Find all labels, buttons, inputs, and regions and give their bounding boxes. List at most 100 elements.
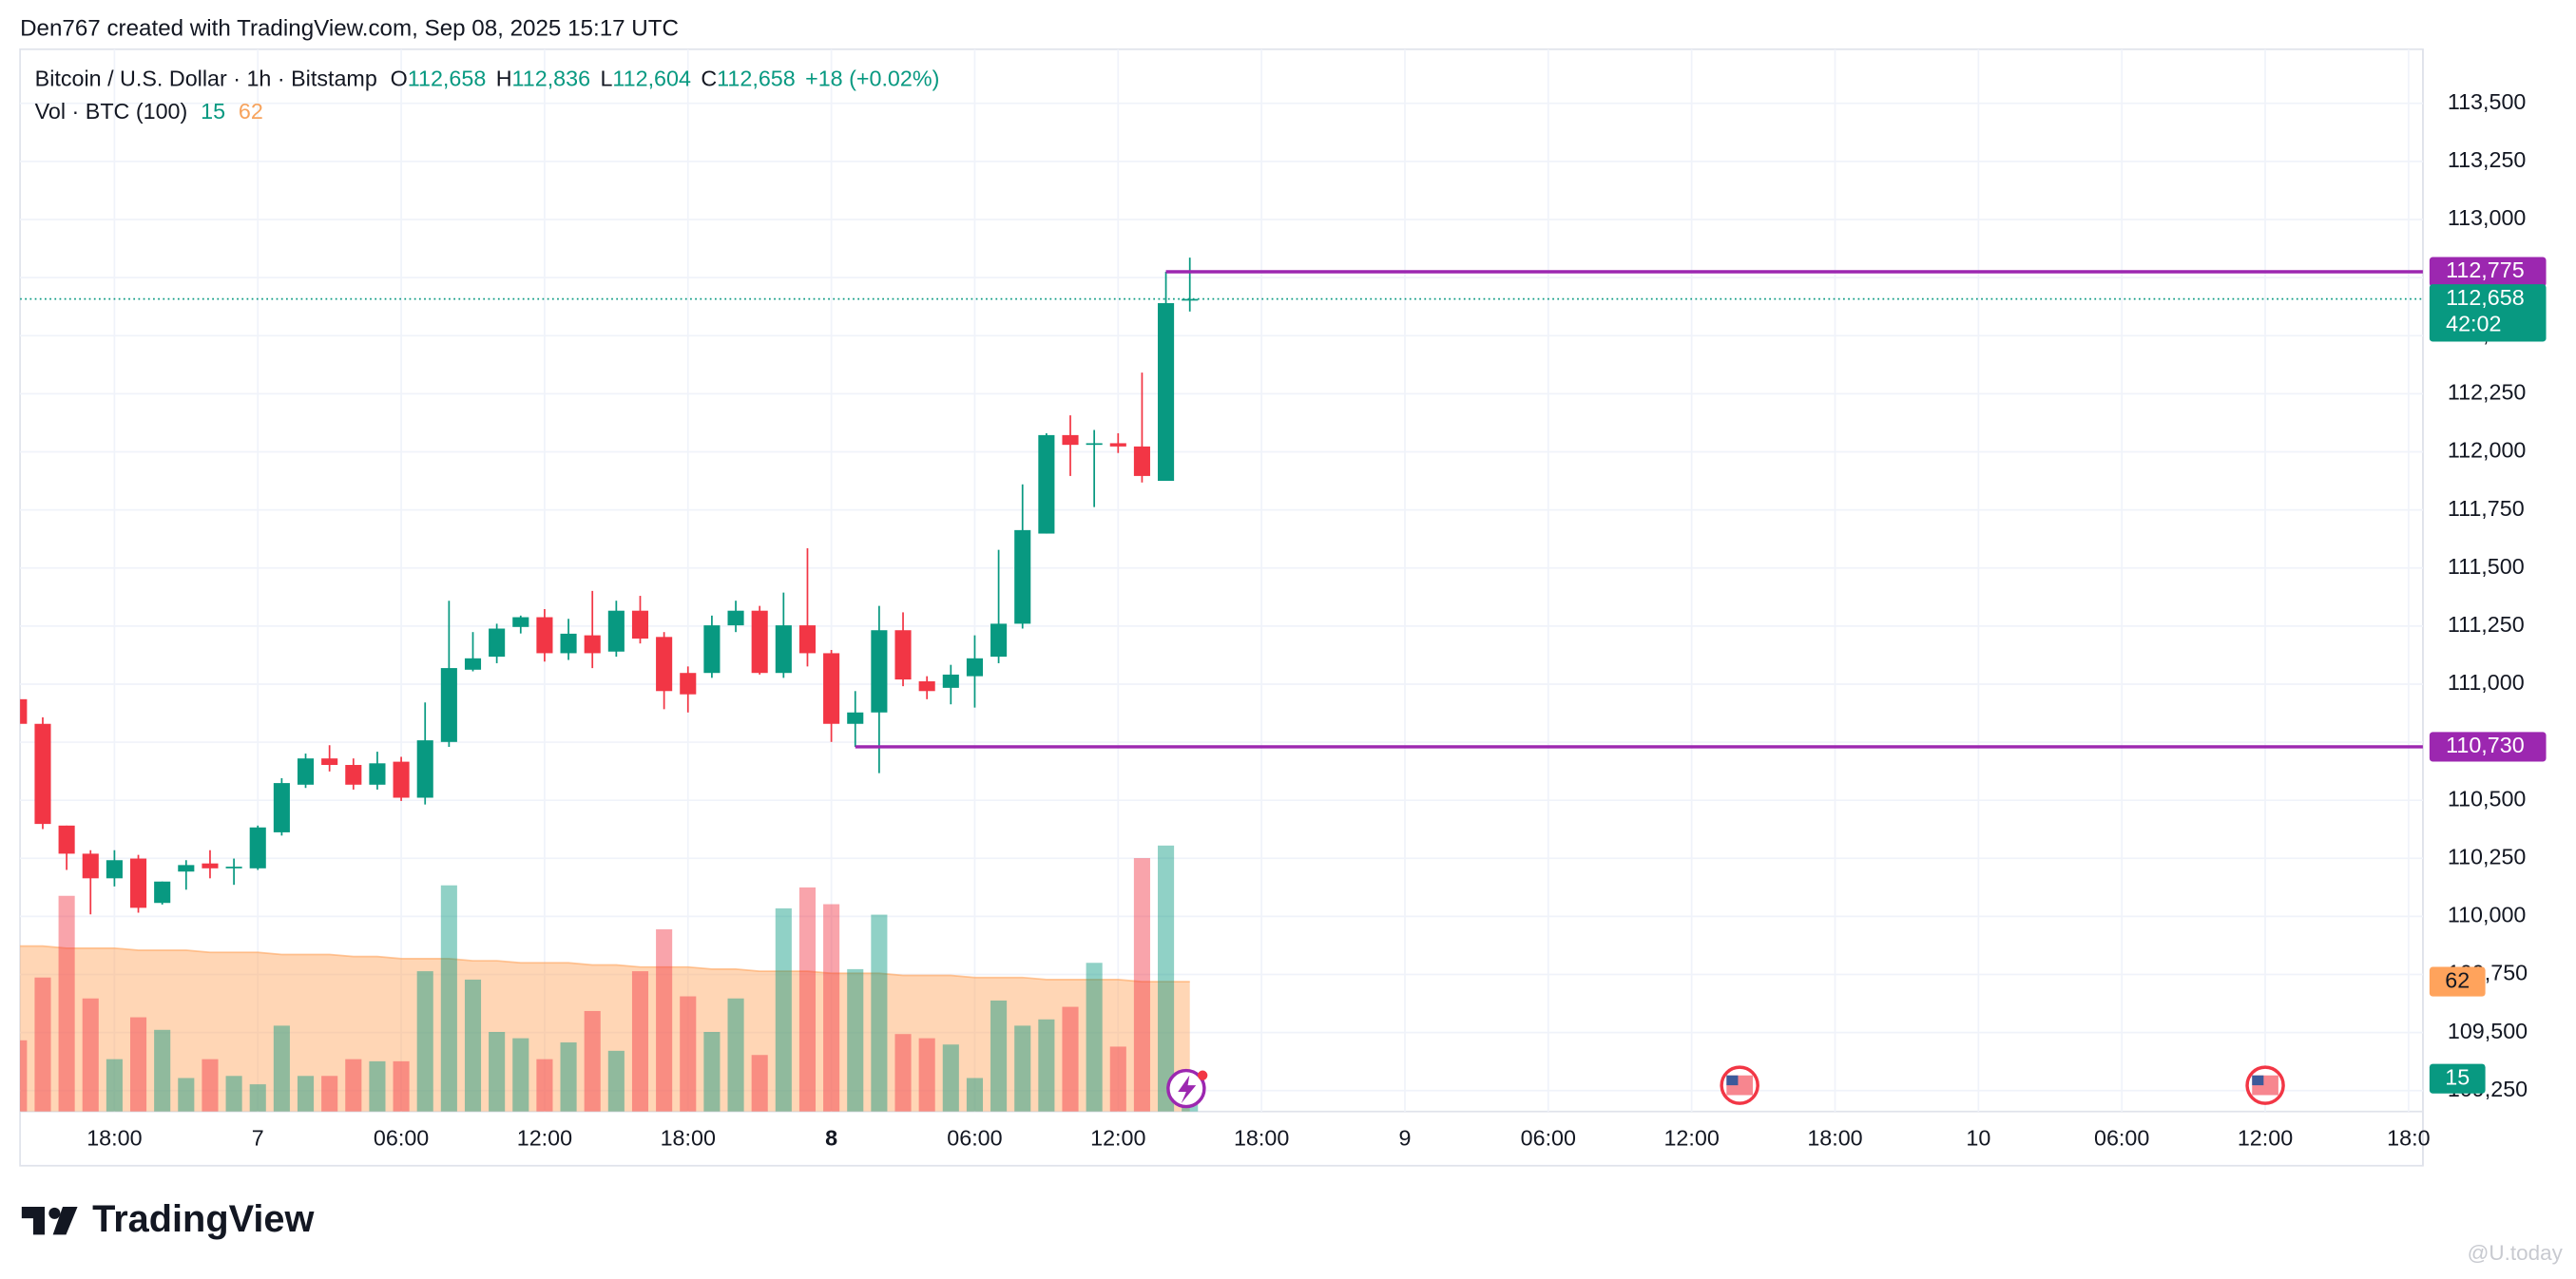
y-tick-label: 111,000 (2448, 670, 2525, 695)
candle-body (489, 628, 506, 658)
candle-body (393, 761, 410, 798)
candle-body (823, 653, 840, 724)
candle-body (1014, 529, 1031, 624)
volume-legend: Vol · BTC (100) 15 62 (35, 99, 263, 124)
level-label: 110,730 (2446, 733, 2525, 757)
last-price-label: 112,658 (2446, 285, 2525, 310)
volume-bar (918, 1038, 935, 1112)
candle-body (1158, 303, 1175, 482)
volume-bar (584, 1010, 601, 1112)
volume-bar (751, 1055, 768, 1112)
header: Den767 created with TradingView.com, Sep… (20, 15, 679, 41)
volume-bar (680, 996, 697, 1112)
volume-bar (775, 907, 792, 1112)
candle-body (727, 610, 744, 626)
candle-body (631, 610, 649, 640)
level-label: 112,775 (2446, 258, 2525, 282)
candle-body (202, 863, 219, 869)
volume-bar (894, 1034, 912, 1112)
event-icon[interactable] (1720, 1065, 1759, 1105)
legend-key: L (600, 67, 612, 91)
y-tick-label: 111,500 (2448, 554, 2525, 579)
x-tick-label: 18:00 (87, 1125, 142, 1150)
event-icon[interactable] (1166, 1068, 1208, 1109)
volume-ma-value: 62 (239, 99, 263, 124)
volume-bar (703, 1032, 721, 1112)
y-tick-label: 111,250 (2448, 612, 2525, 637)
candle-body (751, 610, 768, 674)
volume-bar (273, 1025, 290, 1112)
candle-body (129, 858, 147, 908)
legend-value: 112,658 (717, 67, 796, 91)
candle-body (154, 881, 171, 904)
volume-bar (536, 1059, 553, 1112)
volume-title: Vol · BTC (100) (35, 99, 188, 124)
volume-bar (225, 1076, 242, 1112)
volume-bar (178, 1078, 195, 1112)
y-tick-label: 113,000 (2448, 205, 2527, 230)
brand: TradingView (92, 1198, 314, 1240)
volume-bar (154, 1029, 171, 1112)
candle-body (464, 658, 482, 670)
volume-badge-label: 15 (2445, 1064, 2470, 1089)
volume-ma-badge (2429, 966, 2486, 997)
candle-body (416, 740, 433, 798)
x-tick-label: 12:00 (1663, 1125, 1719, 1150)
event-icon[interactable] (2245, 1065, 2285, 1105)
volume-bar (82, 998, 99, 1112)
volume-bar (106, 1059, 123, 1112)
candle-body (249, 827, 266, 869)
plot (20, 258, 2423, 1112)
y-tick-label: 110,000 (2448, 903, 2527, 927)
level-badge (2429, 732, 2547, 762)
x-tick-label: 18:00 (1807, 1125, 1862, 1150)
volume-bar (1133, 858, 1150, 1112)
candle-body (1086, 443, 1103, 446)
volume-bar (129, 1017, 147, 1112)
volume-bar (1158, 845, 1175, 1112)
x-tick-label: 18:00 (1234, 1125, 1289, 1150)
candle-body (680, 673, 697, 695)
volume-bar (464, 979, 482, 1112)
volume-bar (489, 1032, 506, 1112)
volume-bar (966, 1078, 983, 1112)
candle-body (1133, 446, 1150, 476)
volume-bar (1062, 1006, 1079, 1112)
y-tick-label: 109,500 (2448, 1019, 2528, 1043)
volume-bar (58, 895, 75, 1112)
volume-ma-line (20, 945, 1190, 983)
candle-body (918, 681, 935, 692)
y-tick-label: 112,000 (2448, 438, 2527, 463)
candle-body (798, 625, 817, 654)
x-tick-label: 9 (1398, 1125, 1411, 1150)
candle-body (273, 783, 290, 832)
candle-body (1109, 443, 1126, 447)
candle-body (871, 630, 888, 713)
x-tick-label: 12:00 (2238, 1125, 2293, 1150)
volume-bar (823, 904, 840, 1112)
legend: Bitcoin / U.S. Dollar · 1h · Bitstamp O11… (35, 67, 940, 91)
legend-value: 112,836 (512, 67, 591, 91)
last-price-badge (2429, 284, 2547, 342)
candle-body (894, 630, 912, 680)
candle-body (512, 617, 529, 627)
volume-bar (345, 1059, 362, 1112)
candle-body (369, 763, 386, 785)
legend-value: 112,658 (408, 67, 487, 91)
volume-bar (631, 971, 649, 1112)
candle-body (321, 758, 338, 766)
volume-bar (1109, 1046, 1126, 1112)
volume-bar (512, 1038, 529, 1112)
candle-body (703, 625, 721, 674)
legend-change: +18 (+0.02%) (805, 67, 939, 91)
volume-badge (2429, 1063, 2486, 1094)
candle-body (106, 860, 123, 879)
candle-body (225, 867, 242, 869)
candle-body (584, 635, 601, 654)
volume-bar (990, 1000, 1008, 1112)
y-tick-label: 111,750 (2448, 496, 2525, 521)
volume-bar (1086, 963, 1103, 1112)
candle-body (1062, 434, 1079, 446)
volume-bar (871, 914, 888, 1112)
